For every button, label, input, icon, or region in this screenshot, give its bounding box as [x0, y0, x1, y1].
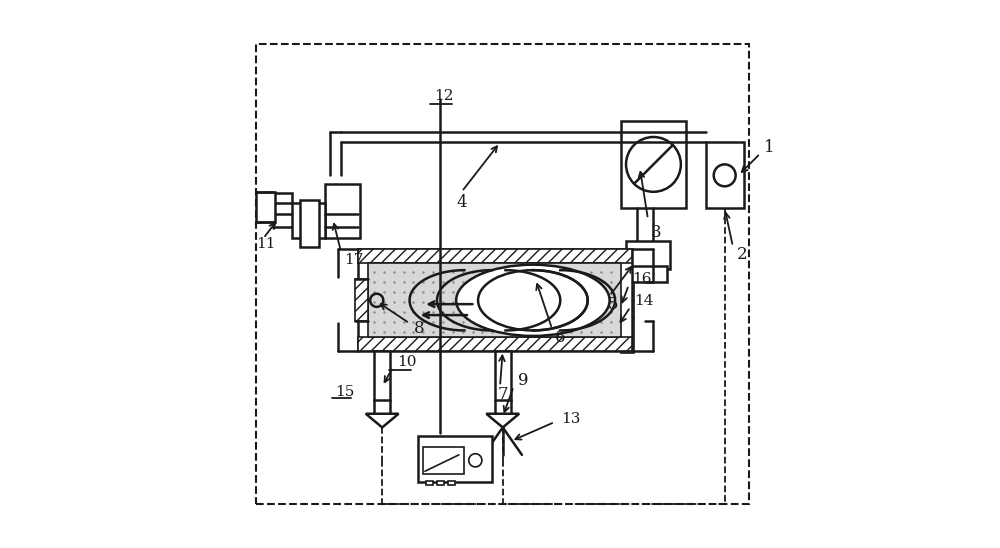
Polygon shape: [486, 414, 519, 427]
Text: 9: 9: [518, 372, 529, 390]
Text: 12: 12: [434, 89, 454, 103]
Bar: [629, 266, 667, 282]
Ellipse shape: [456, 265, 610, 336]
Bar: [437, 481, 444, 485]
Bar: [256, 192, 275, 222]
Text: 17: 17: [344, 253, 363, 267]
Bar: [273, 193, 292, 203]
Text: 15: 15: [336, 385, 355, 399]
Text: 13: 13: [561, 412, 581, 426]
Bar: [368, 263, 621, 337]
Text: 5: 5: [608, 295, 618, 313]
Bar: [621, 282, 634, 318]
Text: 1: 1: [764, 139, 775, 157]
Bar: [423, 447, 464, 474]
Text: 16: 16: [633, 272, 652, 287]
Bar: [368, 263, 621, 337]
Bar: [495, 351, 511, 400]
Text: 8: 8: [413, 320, 424, 338]
Bar: [426, 481, 433, 485]
Bar: [358, 249, 632, 263]
Bar: [300, 200, 319, 247]
Bar: [292, 203, 325, 238]
Bar: [325, 184, 360, 238]
Bar: [273, 214, 325, 227]
Polygon shape: [366, 414, 399, 427]
Bar: [358, 337, 632, 351]
Bar: [448, 481, 455, 485]
Text: 10: 10: [397, 355, 416, 369]
Bar: [358, 249, 632, 351]
Bar: [621, 318, 634, 353]
Bar: [256, 44, 749, 504]
Bar: [706, 142, 744, 208]
Ellipse shape: [478, 270, 588, 330]
Bar: [418, 436, 492, 482]
Bar: [355, 279, 368, 321]
Bar: [626, 241, 670, 269]
Text: 4: 4: [456, 194, 467, 212]
Text: 2: 2: [737, 246, 747, 264]
Bar: [374, 351, 390, 400]
Text: 7: 7: [497, 386, 508, 403]
Text: 14: 14: [634, 294, 654, 309]
Text: 11: 11: [256, 237, 276, 251]
Text: 3: 3: [651, 224, 661, 242]
Bar: [621, 121, 686, 208]
Text: 6: 6: [555, 328, 565, 346]
